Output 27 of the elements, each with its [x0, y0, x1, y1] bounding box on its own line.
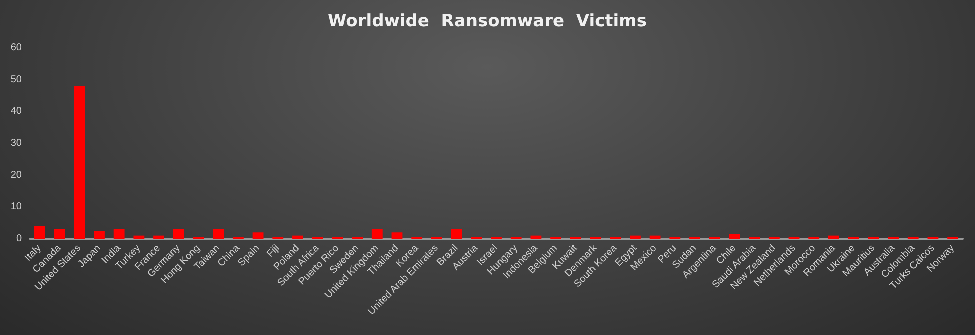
bar	[114, 229, 125, 239]
bar	[828, 236, 840, 239]
bar	[34, 226, 46, 239]
y-tick-label: 40	[10, 106, 22, 118]
y-tick-label: 0	[16, 234, 22, 244]
bar	[292, 236, 304, 239]
bar	[729, 234, 740, 239]
bar	[173, 229, 184, 239]
bar	[392, 232, 403, 239]
bar	[630, 236, 641, 239]
y-tick-label: 60	[10, 42, 22, 54]
bar	[54, 229, 66, 239]
bar	[74, 86, 86, 239]
y-tick-label: 50	[10, 74, 22, 86]
bar	[94, 231, 105, 239]
bar	[650, 236, 661, 239]
y-tick-label: 20	[10, 170, 22, 181]
bar	[530, 236, 542, 239]
chart-title: Worldwide Ransomware Victims	[328, 12, 647, 32]
bar	[213, 229, 224, 239]
bar	[252, 232, 264, 239]
y-tick-label: 10	[10, 202, 22, 213]
y-tick-label: 30	[10, 138, 22, 149]
bar	[154, 236, 164, 239]
bar	[451, 229, 462, 239]
bar	[372, 229, 383, 239]
bar	[134, 236, 145, 239]
